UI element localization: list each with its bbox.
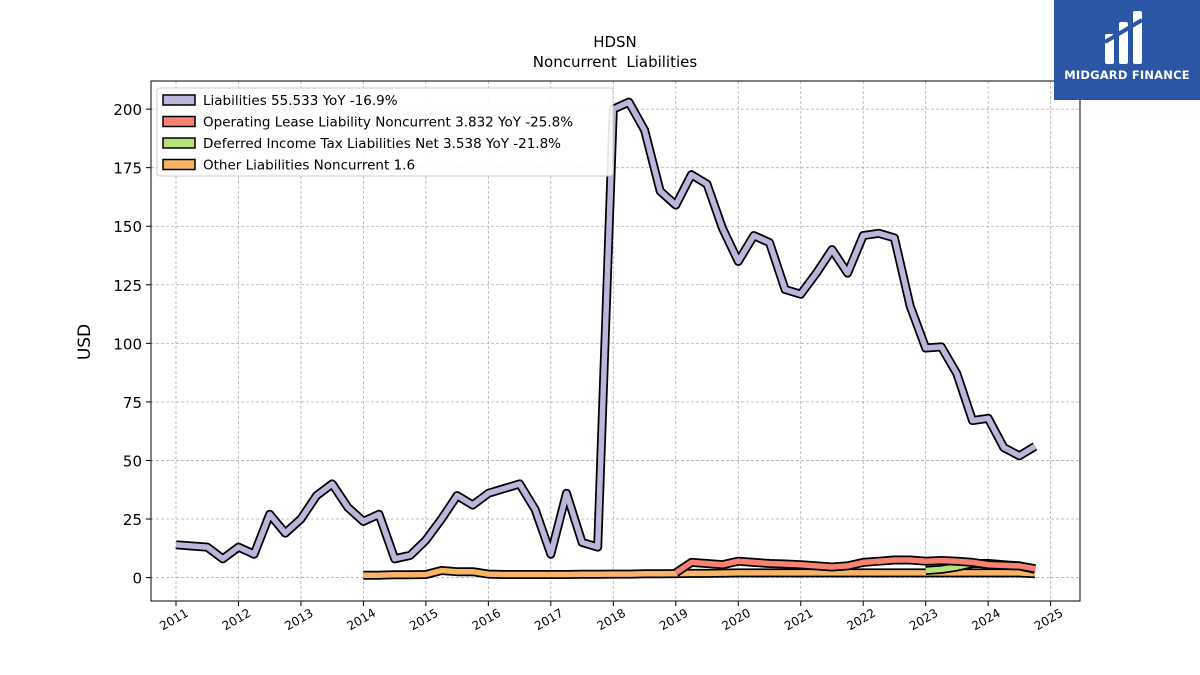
legend-label: Other Liabilities Noncurrent 1.6 (203, 158, 415, 174)
x-tick-label: 2012 (220, 606, 253, 633)
legend-swatch (162, 115, 196, 128)
y-axis-label: USD (75, 324, 95, 360)
x-tick-label: 2016 (470, 606, 503, 633)
series-line (175, 99, 1037, 562)
x-tick-label: 2013 (282, 606, 315, 633)
brand-badge: MIDGARD FINANCE (1054, 0, 1200, 100)
x-tick-label: 2025 (1032, 606, 1065, 633)
series-line (674, 557, 1036, 576)
plot-frame (150, 80, 1081, 602)
legend-label: Operating Lease Liability Noncurrent 3.8… (203, 115, 573, 131)
chart-title: HDSN (593, 33, 637, 51)
x-tick-label: 2020 (720, 606, 753, 633)
series-other-liabilities-noncurrent (363, 566, 1036, 580)
legend-box (156, 87, 614, 177)
x-tick-label: 2022 (844, 606, 877, 633)
x-tick-label: 2017 (532, 606, 565, 633)
brand-name: MIDGARD FINANCE (1064, 68, 1190, 82)
y-tick-label: 175 (113, 160, 142, 178)
x-tick-label: 2024 (969, 606, 1002, 633)
x-tick-label: 2014 (345, 606, 378, 633)
x-tick-label: 2018 (595, 606, 628, 633)
brand-logo-icon (1103, 11, 1144, 64)
y-tick-label: 125 (113, 277, 142, 295)
y-tick-label: 75 (123, 394, 142, 412)
chart-subtitle: Noncurrent Liabilities (533, 53, 698, 71)
y-tick-label: 200 (113, 101, 142, 119)
series-line (363, 567, 1036, 578)
x-tick-label: 2023 (907, 606, 940, 633)
legend-swatch (162, 94, 196, 106)
legend-swatch (162, 158, 196, 171)
y-tick-label: 50 (123, 452, 142, 470)
x-tick-label: 2019 (657, 606, 690, 633)
y-tick-label: 25 (123, 511, 142, 529)
y-tick-label: 100 (113, 335, 142, 353)
legend-label: Liabilities 55.533 YoY -16.9% (203, 93, 398, 109)
x-tick-label: 2021 (782, 606, 815, 633)
x-tick-label: 2011 (157, 606, 190, 633)
legend-label: Deferred Income Tax Liabilities Net 3.53… (203, 136, 561, 152)
series-liabilities (175, 97, 1038, 564)
legend: Liabilities 55.533 YoY -16.9% Operating L… (156, 87, 614, 177)
x-tick-label: 2015 (407, 606, 440, 633)
series-layer (175, 97, 1038, 580)
y-tick-label: 150 (113, 218, 142, 236)
y-tick-label: 0 (132, 570, 142, 588)
legend-swatch (162, 137, 196, 149)
series-operating-lease-liability-noncurrent (673, 555, 1036, 577)
